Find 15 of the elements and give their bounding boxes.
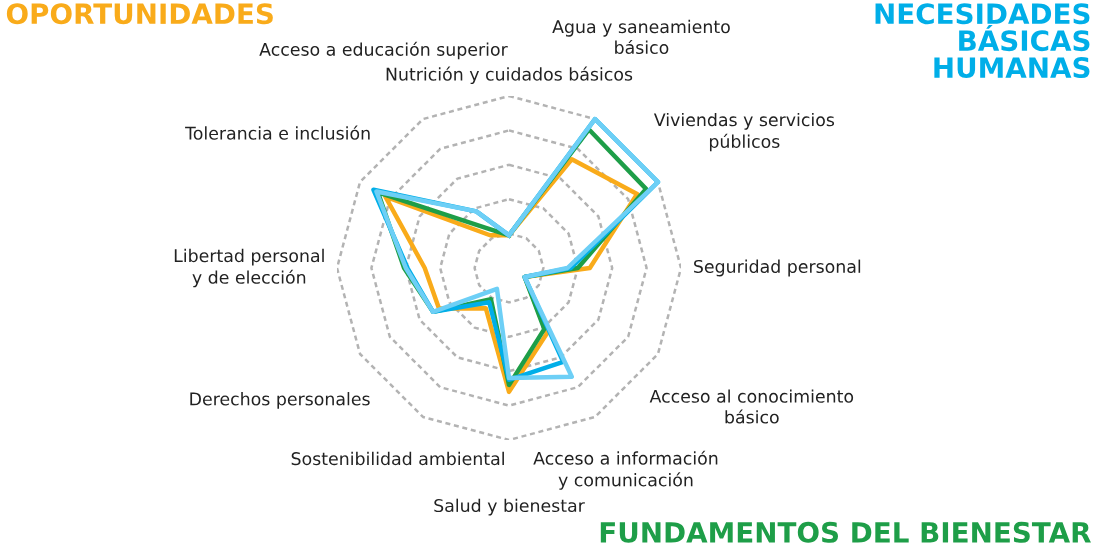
spoke-label: Sostenibilidad ambiental	[291, 451, 504, 466]
spoke-label: Viviendas y servicios públicos	[653, 112, 835, 152]
spoke-label: Agua y saneamiento básico	[552, 19, 730, 55]
spoke-label: Nutrición y cuidados básicos	[386, 66, 633, 85]
text: OPORTUNIDADES	[6, 3, 273, 25]
spoke-label: Derechos personales	[190, 392, 370, 409]
spoke-label: Seguridad personal	[694, 259, 861, 277]
spoke-label: Acceso a educación superior	[259, 41, 508, 60]
text: NECESIDADES BÁSICAS HUMANAS	[875, 3, 1090, 79]
spoke-label: Acceso a información y comunicación	[533, 450, 718, 490]
spoke-label: Libertad personal y de elección	[174, 248, 324, 288]
spoke-label: Tolerancia e inclusión	[185, 125, 370, 140]
text: FUNDAMENTOS DEL BIENESTAR	[600, 521, 1091, 543]
spoke-label: Acceso al conocimiento básico	[649, 389, 854, 424]
spoke-label: Salud y bienestar	[434, 498, 585, 516]
